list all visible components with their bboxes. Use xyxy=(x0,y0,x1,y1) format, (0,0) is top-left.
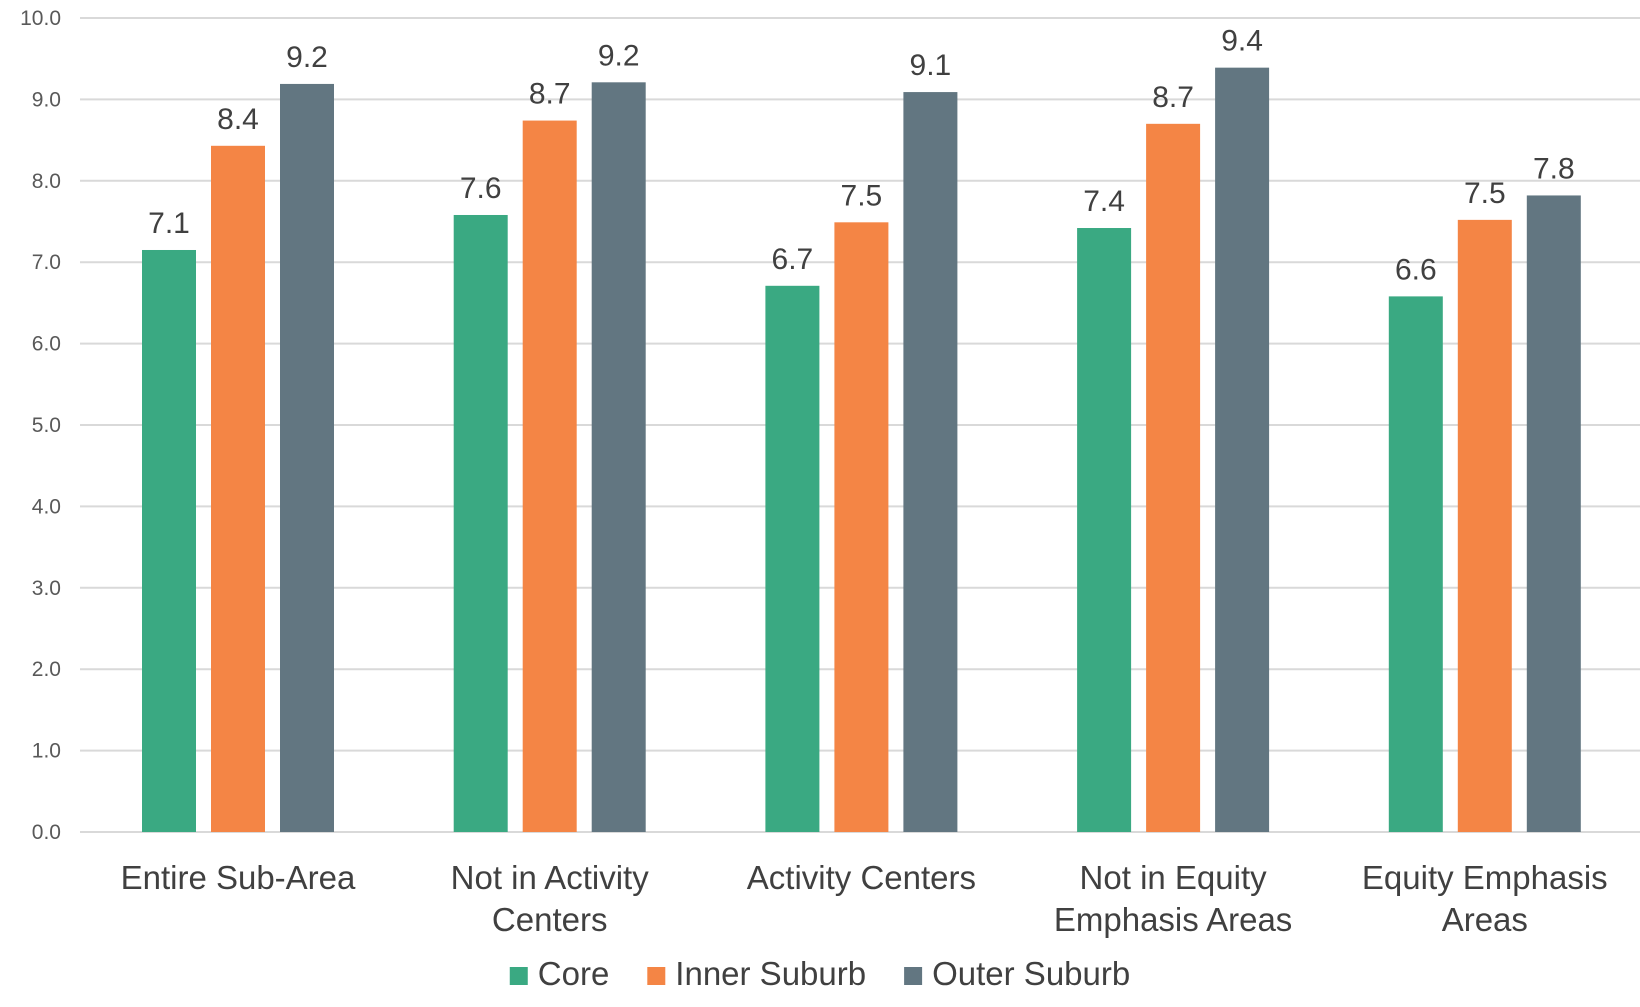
data-label: 7.4 xyxy=(1083,185,1125,218)
x-category-label: Not in Activity Centers xyxy=(451,859,650,938)
bar-outer-suburb xyxy=(903,92,958,833)
bar-core xyxy=(1388,296,1443,832)
y-tick-label: 3.0 xyxy=(32,577,61,600)
legend-item-core: Core xyxy=(509,955,610,992)
bar-inner-suburb xyxy=(211,145,265,833)
data-label: 9.1 xyxy=(910,49,952,82)
legend-label: Outer Suburb xyxy=(932,955,1130,992)
data-label: 7.5 xyxy=(841,179,883,212)
bar-inner-suburb xyxy=(1146,123,1201,832)
legend-swatch xyxy=(647,967,666,985)
legend-item-inner-suburb: Inner Suburb xyxy=(647,955,866,992)
data-label: 9.4 xyxy=(1221,25,1263,58)
data-label: 7.5 xyxy=(1464,177,1506,210)
y-tick-label: 9.0 xyxy=(32,88,61,111)
y-axis-ticks: 0.0 1.0 2.0 3.0 4.0 5.0 6.0 7.0 8.0 9.0 10.0 xyxy=(20,7,61,844)
y-tick-label: 8.0 xyxy=(32,170,61,193)
data-label: 8.4 xyxy=(217,103,259,136)
x-axis-categories: Entire Sub-Area Not in Activity Centers Act… xyxy=(121,859,1608,938)
y-tick-label: 7.0 xyxy=(32,251,61,274)
x-category-label: Entire Sub-Area xyxy=(121,859,356,896)
bar-core xyxy=(453,214,508,832)
data-label: 7.1 xyxy=(148,207,190,240)
bars xyxy=(142,67,1581,833)
bar-inner-suburb xyxy=(522,120,577,832)
y-tick-label: 4.0 xyxy=(32,495,61,518)
bar-core xyxy=(142,249,196,833)
data-label: 9.2 xyxy=(598,39,640,72)
data-label: 7.6 xyxy=(460,172,502,205)
data-labels: 7.1 8.4 9.2 7.6 8.7 9.2 6.7 7.5 9.1 7.4 8.7 9.4 6.6 7… xyxy=(148,25,1575,287)
y-tick-label: 6.0 xyxy=(32,333,61,356)
bar-core xyxy=(765,285,820,832)
data-label: 8.7 xyxy=(529,78,571,111)
legend-swatch xyxy=(904,967,923,985)
y-tick-label: 10.0 xyxy=(20,7,61,30)
legend-swatch xyxy=(509,967,528,985)
data-label: 8.7 xyxy=(1152,81,1194,114)
bar-inner-suburb xyxy=(1457,219,1512,832)
data-label: 7.8 xyxy=(1533,152,1575,185)
y-tick-label: 2.0 xyxy=(32,658,61,681)
x-category-label: Not in Equity Emphasis Areas xyxy=(1054,859,1292,938)
legend-item-outer-suburb: Outer Suburb xyxy=(904,955,1130,992)
x-category-label: Activity Centers xyxy=(747,859,976,896)
y-tick-label: 1.0 xyxy=(32,740,61,763)
bar-inner-suburb xyxy=(834,222,889,833)
legend: Core Inner Suburb Outer Suburb xyxy=(509,955,1130,992)
data-label: 6.7 xyxy=(772,243,814,276)
legend-label: Core xyxy=(538,955,610,992)
bar-outer-suburb xyxy=(591,82,646,832)
data-label: 9.2 xyxy=(286,41,328,74)
y-tick-label: 5.0 xyxy=(32,414,61,437)
y-tick-label: 0.0 xyxy=(32,821,61,844)
bar-outer-suburb xyxy=(1526,195,1581,832)
bar-outer-suburb xyxy=(1215,67,1270,833)
legend-label: Inner Suburb xyxy=(675,955,866,992)
x-category-label: Equity Emphasis Areas xyxy=(1362,859,1608,938)
data-label: 6.6 xyxy=(1395,253,1437,286)
bar-outer-suburb xyxy=(280,83,334,832)
bar-core xyxy=(1077,228,1132,833)
